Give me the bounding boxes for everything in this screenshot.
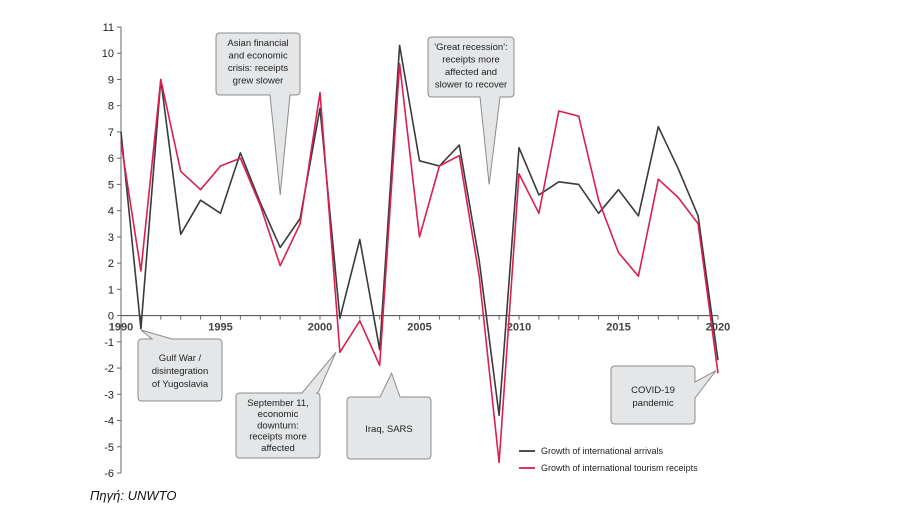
callout-covid-text: pandemic xyxy=(632,398,673,409)
callout-gulf-war-text: disintegration xyxy=(152,366,209,377)
callout-great-recession-text: 'Great recession': xyxy=(434,42,507,53)
x-tick-label: 1990 xyxy=(109,322,133,334)
callout-gulf-war-text: Gulf War / xyxy=(159,353,202,364)
callout-september-11-text: receipts more xyxy=(249,432,307,443)
callout-asian-crisis-text: grew slower xyxy=(233,76,284,87)
y-tick-label: 9 xyxy=(108,74,114,86)
callout-great-recession-text: slower to recover xyxy=(435,80,507,91)
series-layer xyxy=(120,44,719,464)
legend-label: Growth of international tourism receipts xyxy=(541,463,698,473)
callout-great-recession-bubble xyxy=(427,36,515,185)
y-tick-label: 7 xyxy=(108,127,114,139)
x-tick-label: 2020 xyxy=(706,322,730,334)
callout-gulf-war-bubble xyxy=(137,329,223,402)
y-tick-label: 5 xyxy=(108,179,114,191)
x-tick-label: 2005 xyxy=(407,322,431,334)
legend-label: Growth of international arrivals xyxy=(541,446,664,456)
y-tick-label: -2 xyxy=(104,363,114,375)
callout-covid-text: COVID-19 xyxy=(631,385,675,396)
y-tick-label: 1 xyxy=(108,284,114,296)
y-tick-label: -3 xyxy=(104,389,114,401)
series-line-receipts xyxy=(120,62,719,464)
y-tick-label: 2 xyxy=(108,258,114,270)
callout-september-11-text: economic xyxy=(258,409,299,420)
y-tick-label: -1 xyxy=(104,337,114,349)
callout-asian-crisis-bubble xyxy=(215,32,301,195)
callout-iraq-sars-text: Iraq, SARS xyxy=(365,424,413,435)
y-tick-label: 6 xyxy=(108,153,114,165)
callout-great-recession: 'Great recession': receipts moreaffected … xyxy=(427,36,515,185)
x-tick-label: 2010 xyxy=(507,322,531,334)
series-line-arrivals xyxy=(120,44,719,417)
y-tick-label: 4 xyxy=(108,206,114,218)
legend: Growth of international arrivals Growth o… xyxy=(519,446,698,473)
y-tick-label: -4 xyxy=(104,416,114,428)
callout-asian-crisis-text: and economic xyxy=(228,51,287,62)
callout-gulf-war: Gulf War / disintegration of Yugoslavia xyxy=(137,329,223,402)
callout-covid: COVID-19 pandemic xyxy=(610,365,717,425)
callout-september-11-text: affected xyxy=(261,443,295,454)
callout-asian-crisis-text: Asian financial xyxy=(227,38,288,49)
x-tick-label: 2015 xyxy=(606,322,630,334)
callout-september-11-text: downturn: xyxy=(257,420,299,431)
y-tick-label: -6 xyxy=(104,468,114,480)
callout-great-recession-text: affected and xyxy=(445,67,497,78)
y-tick-label: 11 xyxy=(103,22,114,34)
callout-september-11-text: September 11, xyxy=(247,398,309,409)
callout-covid-bubble xyxy=(610,365,717,425)
y-tick-label: 8 xyxy=(108,101,114,113)
callout-great-recession-text: receipts more xyxy=(442,55,500,66)
source-note: Πηγή: UNWTO xyxy=(90,488,177,503)
callout-iraq-sars: Iraq, SARS xyxy=(346,372,432,460)
callout-iraq-sars-bubble xyxy=(346,372,432,460)
y-tick-label: 10 xyxy=(102,48,114,60)
x-tick-label: 2000 xyxy=(308,322,332,334)
callout-september-11-bubble xyxy=(235,351,337,459)
callout-asian-crisis-text: crisis: receipts xyxy=(228,63,288,74)
y-tick-label: -5 xyxy=(104,442,114,454)
x-tick-label: 1995 xyxy=(208,322,232,334)
y-tick-label: 0 xyxy=(108,311,114,323)
callout-gulf-war-text: of Yugoslavia xyxy=(152,379,209,390)
y-tick-label: 3 xyxy=(108,232,114,244)
